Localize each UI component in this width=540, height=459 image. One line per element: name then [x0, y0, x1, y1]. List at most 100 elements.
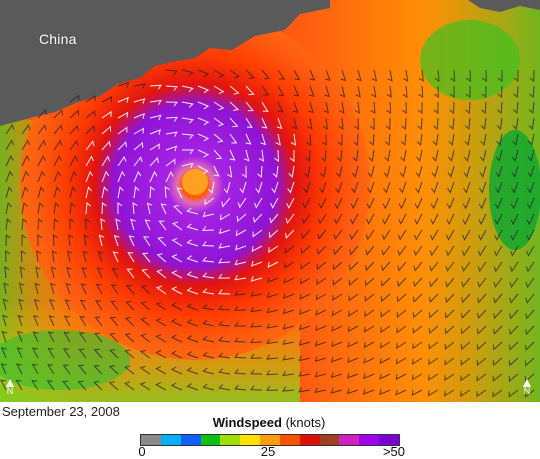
wind-barb	[218, 384, 231, 391]
wind-barb	[513, 85, 519, 99]
wind-barb	[351, 181, 359, 194]
wind-barb	[270, 197, 279, 209]
wind-barb	[460, 357, 471, 366]
wind-barb	[197, 69, 210, 78]
wind-barb	[428, 325, 439, 335]
wind-barb	[350, 213, 359, 225]
wind-barb	[144, 219, 151, 231]
wind-barb	[460, 389, 471, 397]
wind-barb	[186, 351, 199, 359]
wind-barb	[386, 85, 392, 98]
wind-barb	[447, 181, 455, 194]
wind-barb	[35, 266, 41, 279]
wind-barb	[62, 348, 71, 359]
wind-barb	[525, 325, 535, 336]
wind-barb	[170, 350, 183, 359]
wind-barb	[380, 325, 391, 334]
wind-barb	[276, 117, 283, 130]
wind-barb	[399, 165, 407, 178]
wind-barb	[478, 229, 487, 241]
wind-barb	[379, 389, 391, 396]
wind-barb	[170, 366, 183, 375]
wind-barb	[146, 202, 153, 215]
wind-barb	[395, 357, 407, 365]
wind-barb	[197, 133, 210, 142]
wind-barb	[5, 154, 14, 167]
wind-barb	[37, 155, 46, 167]
wind-barb	[495, 165, 503, 178]
wind-barb	[478, 197, 487, 210]
wind-barb	[155, 382, 167, 391]
wind-barb	[234, 259, 247, 266]
wind-barb	[229, 101, 240, 111]
wind-barb	[93, 348, 103, 359]
wind-barb	[62, 364, 71, 375]
wind-barb	[314, 387, 327, 394]
wind-barb	[508, 373, 519, 383]
wind-barb	[117, 170, 126, 183]
wind-barb	[508, 357, 519, 367]
wind-barb	[512, 101, 519, 114]
wind-barb	[139, 381, 151, 391]
wind-barb	[429, 245, 439, 257]
wind-barb	[316, 245, 327, 255]
legend-swatch	[141, 435, 161, 445]
wind-barb	[117, 81, 130, 88]
wind-barb	[320, 165, 327, 178]
wind-barb	[155, 350, 167, 359]
wind-barb	[268, 229, 279, 239]
wind-barb	[253, 197, 263, 209]
wind-barb	[229, 149, 236, 161]
wind-barb	[364, 277, 375, 287]
wind-barb	[461, 261, 471, 272]
wind-barb	[101, 140, 111, 151]
wind-barb	[249, 385, 263, 391]
wind-barb	[31, 363, 39, 375]
wind-barb	[445, 293, 455, 304]
wind-barb	[261, 101, 269, 112]
wind-barb	[260, 133, 267, 146]
wind-barb	[85, 110, 96, 119]
wind-barb	[496, 117, 503, 130]
wind-barb	[298, 371, 311, 377]
wind-barb	[302, 197, 311, 209]
wind-barb	[527, 165, 535, 178]
wind-barb	[37, 124, 47, 135]
green-patch-northeast	[420, 20, 520, 100]
wind-barb	[416, 149, 423, 162]
wind-barb	[85, 155, 94, 167]
wind-barb	[397, 261, 407, 272]
wind-barb	[527, 149, 535, 162]
wind-barb	[382, 197, 391, 210]
wind-barb	[383, 165, 391, 178]
wind-barb	[382, 213, 391, 225]
wind-barb	[337, 133, 343, 146]
wind-barb	[448, 133, 455, 146]
wind-barb	[158, 220, 167, 231]
wind-barb	[413, 261, 423, 272]
wind-barb	[85, 140, 95, 151]
wind-barb	[427, 389, 439, 397]
wind-barb	[117, 141, 127, 151]
wind-barb	[513, 69, 519, 82]
wind-barb	[429, 229, 439, 241]
legend-swatch	[319, 435, 340, 445]
wind-barb	[78, 348, 87, 359]
wind-barb	[5, 202, 12, 215]
wind-barb	[245, 69, 255, 79]
legend-swatch	[359, 435, 380, 445]
wind-barb	[416, 133, 423, 146]
wind-barb	[369, 117, 375, 130]
wind-barb	[100, 218, 106, 231]
wind-barb	[293, 69, 301, 81]
wind-barb	[250, 291, 263, 297]
wind-barb	[380, 277, 391, 287]
wind-barb	[317, 213, 327, 225]
wind-barb	[128, 235, 135, 247]
wind-barb	[171, 302, 183, 311]
wind-barb	[371, 85, 377, 98]
wind-barb	[460, 373, 471, 382]
wind-barb	[335, 181, 343, 194]
wind-barb	[250, 276, 263, 282]
wind-barb	[380, 341, 391, 349]
